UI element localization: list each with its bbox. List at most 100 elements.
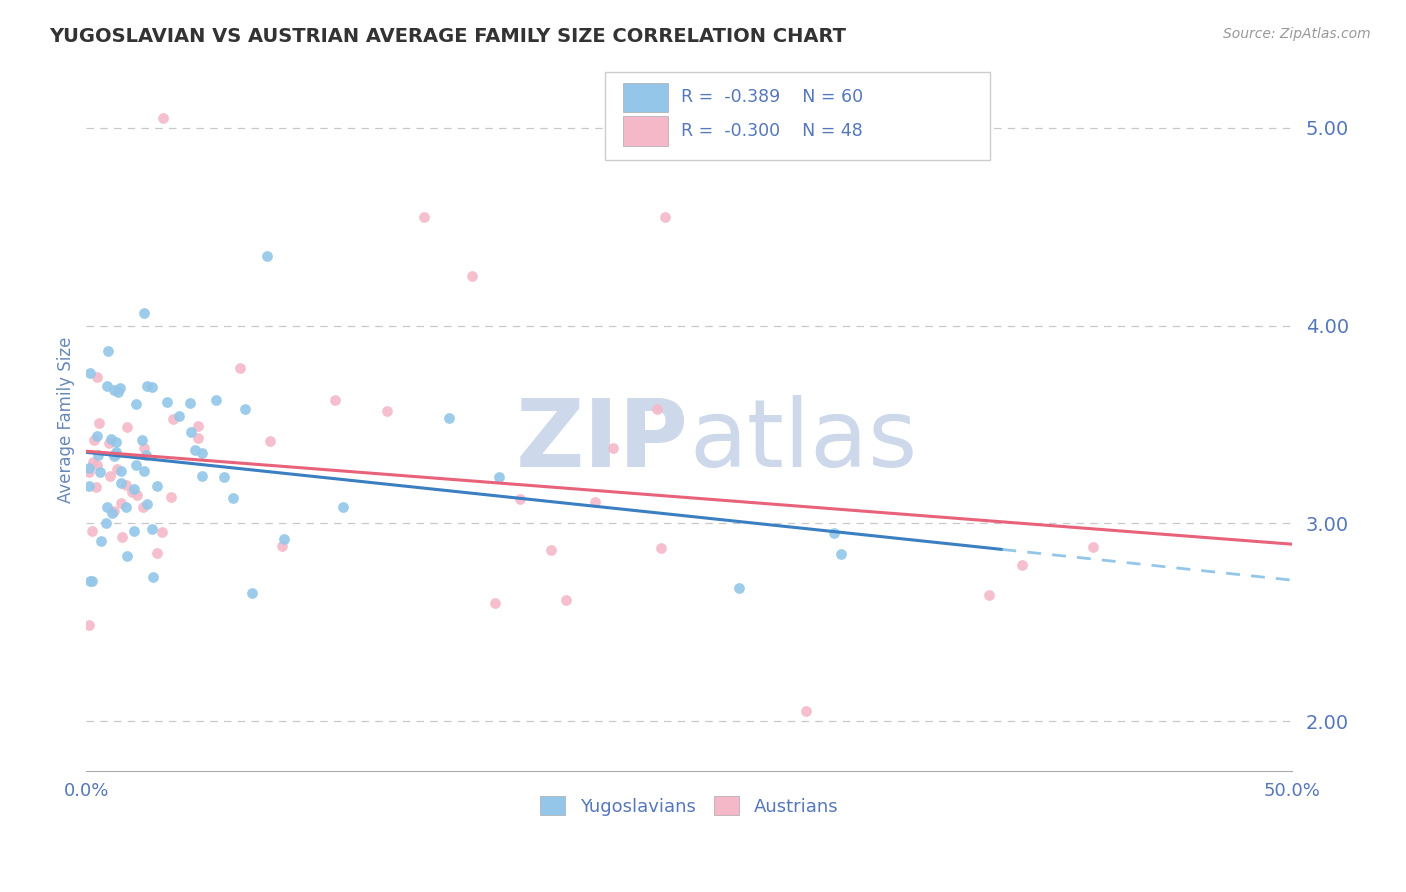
Point	[205, 393, 228, 408]
Point	[1011, 558, 1033, 573]
Point	[412, 210, 434, 224]
Point	[437, 410, 460, 425]
Y-axis label: Average Family Size: Average Family Size	[58, 336, 75, 503]
Point	[110, 475, 132, 490]
Text: R =  -0.300    N = 48: R = -0.300 N = 48	[681, 122, 862, 140]
Point	[461, 269, 484, 284]
Point	[727, 581, 749, 595]
Point	[270, 539, 292, 553]
Point	[110, 496, 132, 510]
Point	[125, 487, 148, 501]
Point	[80, 524, 103, 538]
Point	[89, 465, 111, 479]
Point	[117, 420, 139, 434]
Point	[79, 574, 101, 588]
Point	[191, 446, 214, 460]
Point	[100, 432, 122, 446]
Point	[96, 379, 118, 393]
Point	[89, 416, 111, 430]
Point	[794, 704, 817, 718]
Point	[184, 443, 207, 458]
Point	[135, 498, 157, 512]
Point	[122, 482, 145, 496]
Point	[977, 588, 1000, 602]
Point	[84, 480, 107, 494]
Point	[97, 343, 120, 358]
Point	[96, 500, 118, 514]
FancyBboxPatch shape	[623, 83, 668, 112]
Point	[650, 541, 672, 555]
Point	[77, 479, 100, 493]
Point	[111, 530, 134, 544]
Point	[122, 524, 145, 539]
Point	[108, 381, 131, 395]
Point	[583, 495, 606, 509]
Point	[83, 433, 105, 447]
Point	[240, 586, 263, 600]
Point	[160, 490, 183, 504]
Point	[233, 401, 256, 416]
Point	[141, 380, 163, 394]
Point	[121, 484, 143, 499]
Text: atlas: atlas	[689, 394, 917, 487]
Point	[332, 500, 354, 515]
Point	[82, 574, 104, 589]
Point	[830, 547, 852, 561]
Point	[142, 570, 165, 584]
Point	[180, 425, 202, 439]
Point	[135, 448, 157, 462]
Point	[1081, 541, 1104, 555]
Point	[135, 378, 157, 392]
Point	[187, 419, 209, 434]
Point	[229, 361, 252, 376]
Point	[273, 532, 295, 546]
Point	[222, 491, 245, 505]
Point	[509, 492, 531, 507]
Point	[98, 468, 121, 483]
Point	[256, 249, 278, 263]
Point	[132, 306, 155, 320]
Point	[105, 445, 128, 459]
Point	[98, 436, 121, 450]
Point	[77, 461, 100, 475]
Point	[375, 404, 398, 418]
Point	[94, 516, 117, 530]
FancyBboxPatch shape	[623, 116, 668, 145]
FancyBboxPatch shape	[605, 72, 990, 160]
Point	[115, 500, 138, 515]
Point	[146, 479, 169, 493]
Point	[212, 470, 235, 484]
Point	[103, 383, 125, 397]
Point	[540, 542, 562, 557]
Point	[115, 477, 138, 491]
Point	[162, 412, 184, 426]
Point	[645, 402, 668, 417]
Point	[488, 470, 510, 484]
Text: R =  -0.389    N = 60: R = -0.389 N = 60	[681, 88, 863, 106]
Text: Source: ZipAtlas.com: Source: ZipAtlas.com	[1223, 27, 1371, 41]
Point	[323, 392, 346, 407]
Point	[79, 367, 101, 381]
Point	[179, 395, 201, 409]
Point	[86, 429, 108, 443]
Text: ZIP: ZIP	[516, 394, 689, 487]
Point	[77, 465, 100, 479]
Point	[107, 384, 129, 399]
Point	[103, 503, 125, 517]
Point	[187, 431, 209, 445]
Legend: Yugoslavians, Austrians: Yugoslavians, Austrians	[531, 788, 846, 825]
Point	[105, 435, 128, 450]
Point	[152, 111, 174, 125]
Point	[134, 464, 156, 478]
Point	[167, 409, 190, 423]
Point	[150, 524, 173, 539]
Point	[86, 458, 108, 473]
Point	[107, 462, 129, 476]
Text: YUGOSLAVIAN VS AUSTRIAN AVERAGE FAMILY SIZE CORRELATION CHART: YUGOSLAVIAN VS AUSTRIAN AVERAGE FAMILY S…	[49, 27, 846, 45]
Point	[602, 441, 624, 455]
Point	[110, 464, 132, 478]
Point	[103, 449, 125, 463]
Point	[484, 596, 506, 610]
Point	[77, 618, 100, 632]
Point	[115, 549, 138, 563]
